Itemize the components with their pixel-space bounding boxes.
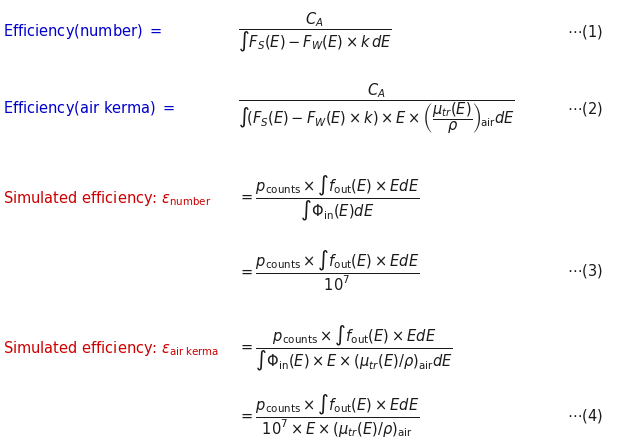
Text: $\dfrac{C_A}{\int\!\left(F_S(E) - F_W(E) \times k\right)\times E \times \left(\d: $\dfrac{C_A}{\int\!\left(F_S(E) - F_W(E)… bbox=[238, 81, 515, 136]
Text: $\cdots$(1): $\cdots$(1) bbox=[567, 23, 603, 41]
Text: $= \dfrac{p_{\mathrm{counts}} \times \int f_{\mathrm{out}}(E) \times EdE}{10^7 \: $= \dfrac{p_{\mathrm{counts}} \times \in… bbox=[238, 392, 419, 440]
Text: Simulated efficiency: $\varepsilon_{\mathrm{number}}$: Simulated efficiency: $\varepsilon_{\mat… bbox=[3, 189, 211, 208]
Text: $\cdots$(4): $\cdots$(4) bbox=[567, 407, 603, 425]
Text: Efficiency(air kerma) $=$: Efficiency(air kerma) $=$ bbox=[3, 99, 176, 118]
Text: $\dfrac{C_A}{\int F_S(E) - F_W(E) \times k\, dE}$: $\dfrac{C_A}{\int F_S(E) - F_W(E) \times… bbox=[238, 10, 392, 54]
Text: Simulated efficiency: $\varepsilon_{\mathrm{air\;kerma}}$: Simulated efficiency: $\varepsilon_{\mat… bbox=[3, 339, 219, 358]
Text: $\cdots$(2): $\cdots$(2) bbox=[567, 100, 603, 118]
Text: $\cdots$(3): $\cdots$(3) bbox=[567, 262, 603, 280]
Text: $= \dfrac{p_{\mathrm{counts}} \times \int f_{\mathrm{out}}(E) \times EdE}{\int \: $= \dfrac{p_{\mathrm{counts}} \times \in… bbox=[238, 174, 419, 223]
Text: Efficiency(number) $=$: Efficiency(number) $=$ bbox=[3, 23, 163, 41]
Text: $= \dfrac{p_{\mathrm{counts}} \times \int f_{\mathrm{out}}(E) \times EdE}{\int \: $= \dfrac{p_{\mathrm{counts}} \times \in… bbox=[238, 324, 452, 373]
Text: $= \dfrac{p_{\mathrm{counts}} \times \int f_{\mathrm{out}}(E) \times EdE}{10^7}$: $= \dfrac{p_{\mathrm{counts}} \times \in… bbox=[238, 249, 419, 293]
